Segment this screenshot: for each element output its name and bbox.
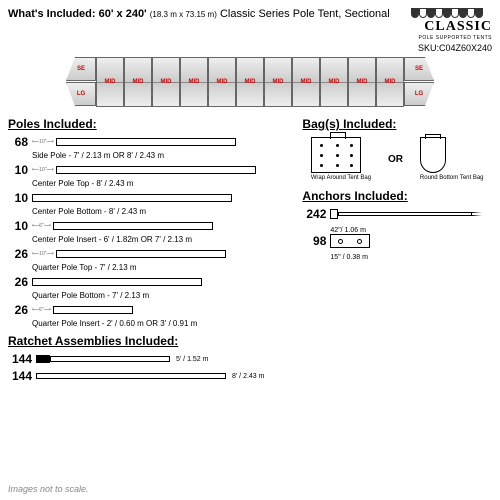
tent-section: MID — [180, 57, 208, 107]
pole-desc: Center Pole Top - 8' / 2.43 m — [32, 179, 292, 188]
poles-heading: Poles Included: — [8, 117, 292, 131]
pole-qty: 26 — [8, 303, 28, 317]
tent-diagram: SE LG MIDMIDMIDMIDMIDMIDMIDMIDMIDMIDMID … — [8, 57, 492, 107]
pole-row: 10 ⟵10"⟶ — [8, 163, 292, 177]
anchor-desc: 42"/ 1.06 m — [330, 227, 492, 234]
round-bag-icon: Round Bottom Tent Bag — [420, 137, 484, 181]
pole-qty: 26 — [8, 247, 28, 261]
ratchets-heading: Ratchet Assemblies Included: — [8, 334, 292, 348]
pole-qty: 10 — [8, 219, 28, 233]
anchor-qty: 242 — [302, 207, 326, 221]
pole-row: 10 — [8, 191, 292, 205]
pole-row: 26 ⟵10"⟶ — [8, 247, 292, 261]
anchor-row: 98 — [302, 234, 492, 248]
pole-row: 68 ⟵10"⟶ — [8, 135, 292, 149]
pole-bar-icon — [53, 222, 213, 230]
header-product: Classic Series Pole Tent, Sectional — [220, 8, 390, 20]
tent-section: MID — [96, 57, 124, 107]
ratchet-qty: 144 — [8, 352, 32, 366]
tent-section: MID — [348, 57, 376, 107]
ratchet-icon: 5' / 1.52 m — [36, 355, 292, 363]
pole-desc: Quarter Pole Top - 7' / 2.13 m — [32, 263, 292, 272]
ratchet-row: 144 5' / 1.52 m — [8, 352, 292, 366]
awning-icon — [402, 8, 492, 18]
sku: SKU:C04Z60X240 — [402, 43, 492, 53]
footer-note: Images not to scale. — [8, 484, 89, 494]
pole-qty: 68 — [8, 135, 28, 149]
ratchet-qty: 144 — [8, 369, 32, 383]
ratchet-row: 144 8' / 2.43 m — [8, 369, 292, 383]
tent-section: MID — [292, 57, 320, 107]
header-prefix: What's Included: — [8, 8, 96, 20]
anchor-qty: 98 — [302, 234, 326, 248]
anchors-heading: Anchors Included: — [302, 189, 492, 203]
pole-row: 26 — [8, 275, 292, 289]
tent-section: MID — [320, 57, 348, 107]
logo-brand: CLASSIC — [402, 19, 492, 35]
bag-or: OR — [388, 154, 403, 165]
tent-section: MID — [208, 57, 236, 107]
pole-row: 26 ⟵6"⟶ — [8, 303, 292, 317]
header-size-imperial: 60' x 240' — [99, 8, 147, 20]
pole-row: 10 ⟵6"⟶ — [8, 219, 292, 233]
logo-subtitle: POLE SUPPORTED TENTS — [402, 35, 492, 41]
pole-desc: Center Pole Insert - 6' / 1.82m OR 7' / … — [32, 235, 292, 244]
plate-icon — [330, 234, 370, 248]
header-title: What's Included: 60' x 240' (18.3 m x 73… — [8, 8, 390, 20]
anchor-desc: 15" / 0.38 m — [330, 254, 492, 261]
wrap-bag-icon: Wrap Around Tent Bag — [311, 137, 371, 181]
tent-section: MID — [264, 57, 292, 107]
pole-qty: 10 — [8, 191, 28, 205]
tent-section: MID — [376, 57, 404, 107]
pole-bar-icon — [56, 138, 236, 146]
stake-icon — [330, 209, 492, 219]
pole-desc: Quarter Pole Insert - 2' / 0.60 m OR 3' … — [32, 319, 292, 328]
anchor-row: 242 — [302, 207, 492, 221]
pole-bar-icon — [32, 194, 232, 202]
pole-qty: 26 — [8, 275, 28, 289]
bags-heading: Bag(s) Included: — [302, 117, 492, 131]
pole-desc: Quarter Pole Bottom - 7' / 2.13 m — [32, 291, 292, 300]
pole-bar-icon — [56, 166, 256, 174]
tent-section: MID — [124, 57, 152, 107]
tent-section: MID — [236, 57, 264, 107]
pole-bar-icon — [32, 278, 202, 286]
pole-bar-icon — [56, 250, 226, 258]
pole-desc: Center Pole Bottom - 8' / 2.43 m — [32, 207, 292, 216]
header-size-metric: (18.3 m x 73.15 m) — [150, 10, 217, 19]
tent-section: MID — [152, 57, 180, 107]
brand-logo: CLASSIC POLE SUPPORTED TENTS SKU:C04Z60X… — [402, 8, 492, 53]
pole-desc: Side Pole - 7' / 2.13 m OR 8' / 2.43 m — [32, 151, 292, 160]
ratchet-icon: 8' / 2.43 m — [36, 373, 292, 380]
pole-qty: 10 — [8, 163, 28, 177]
pole-bar-icon — [53, 306, 133, 314]
